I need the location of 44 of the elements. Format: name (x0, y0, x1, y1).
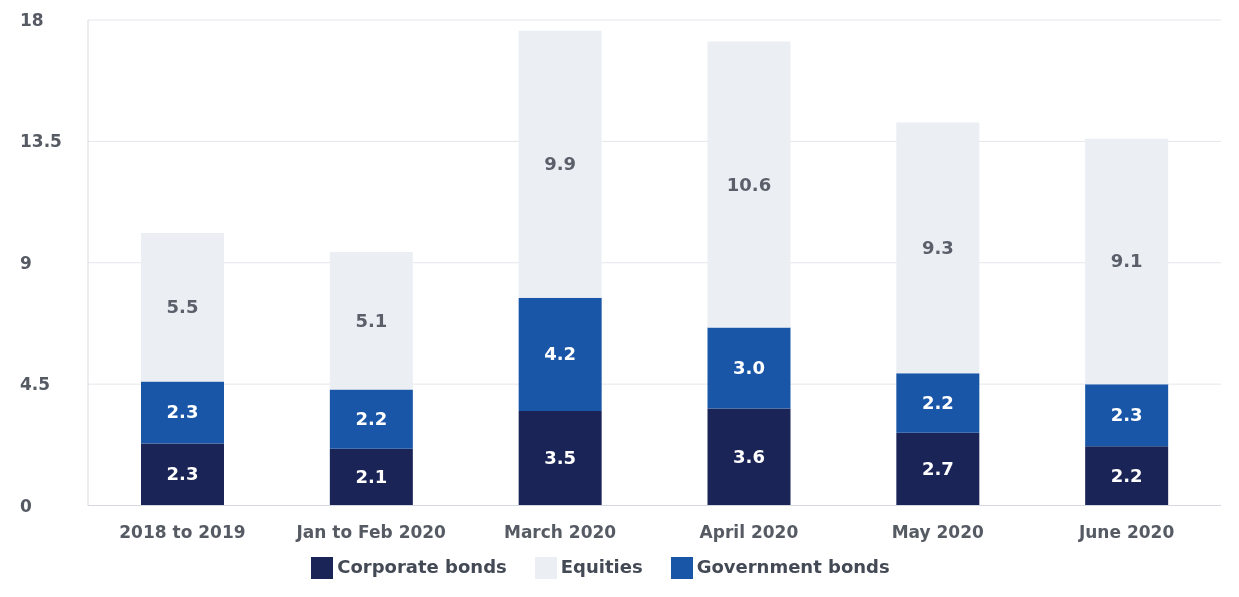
bar (518, 297, 602, 412)
bar (707, 408, 791, 506)
bar (329, 448, 413, 506)
bar (518, 411, 602, 506)
x-tick-label: June 2020 (1077, 521, 1175, 542)
data-label: 2.1 (355, 466, 388, 488)
bar (896, 373, 980, 433)
bar (896, 432, 980, 506)
data-label: 2.2 (1110, 464, 1143, 486)
bar (141, 381, 224, 444)
x-tick-label: May 2020 (891, 521, 985, 542)
data-label: 2.3 (166, 401, 199, 423)
y-tick-label: 13.5 (20, 131, 62, 152)
x-tick-label: 2018 to 2019 (119, 521, 246, 542)
y-tick-label: 18 (20, 10, 44, 31)
bar (1085, 446, 1169, 506)
data-label: 2.3 (166, 463, 199, 485)
data-label: 2.2 (355, 408, 388, 430)
x-tick-label: April 2020 (699, 521, 799, 542)
data-label: 5.5 (166, 296, 199, 318)
data-label: 2.2 (921, 392, 954, 414)
data-label: 4.2 (544, 343, 577, 365)
x-tick-label: March 2020 (503, 521, 617, 542)
data-label: 2.7 (921, 458, 954, 480)
y-tick-label: 4.5 (20, 374, 51, 395)
bar (1085, 384, 1169, 447)
data-label: 9.3 (921, 236, 954, 258)
legend-label: Corporate bonds (337, 555, 507, 577)
data-label: 3.6 (733, 445, 765, 467)
x-tick-label: Jan to Feb 2020 (295, 521, 447, 542)
bar (707, 327, 791, 409)
bar (329, 389, 413, 449)
data-label: 10.6 (726, 173, 772, 195)
legend-label: Government bonds (696, 555, 890, 577)
data-label: 5.1 (355, 309, 388, 331)
data-label: 2.3 (1110, 404, 1143, 426)
data-label: 3.5 (544, 447, 577, 469)
data-label: 9.9 (544, 153, 577, 175)
legend-label: Equities (560, 555, 643, 577)
data-label: 3.0 (733, 356, 765, 378)
bar (141, 443, 224, 506)
y-tick-label: 9 (20, 252, 32, 273)
y-tick-label: 0 (20, 495, 32, 516)
data-label: 9.1 (1110, 250, 1143, 272)
